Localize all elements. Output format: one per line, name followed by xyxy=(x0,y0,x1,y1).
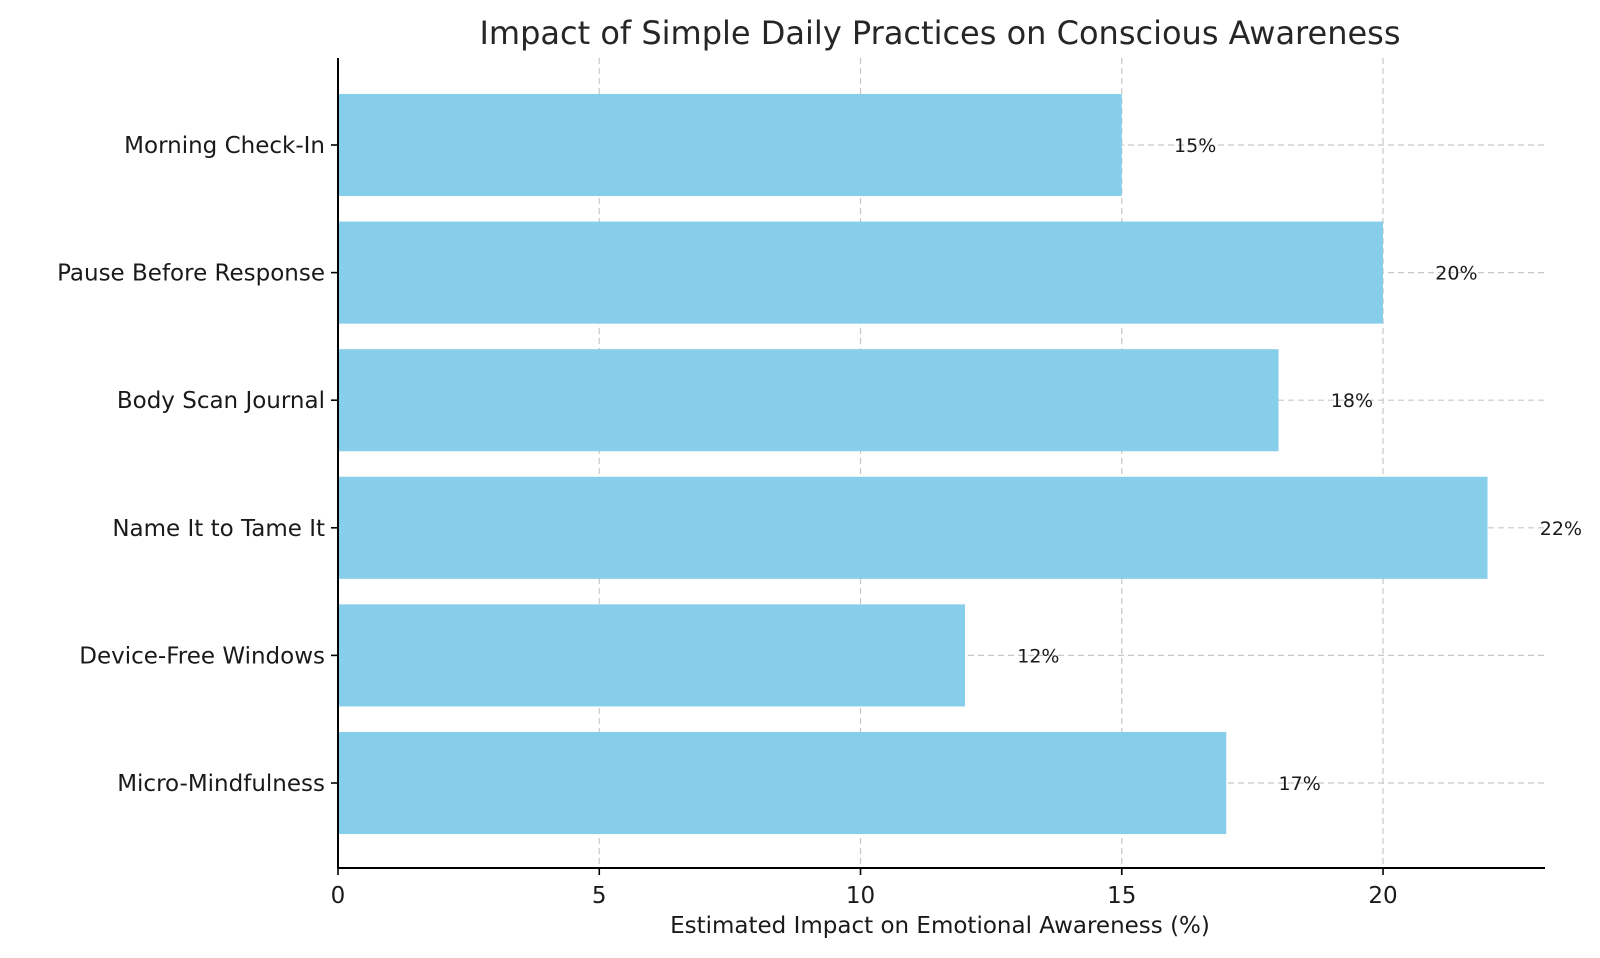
y-tick-label: Morning Check-In xyxy=(124,133,325,159)
bar xyxy=(338,731,1227,835)
chart-title: Impact of Simple Daily Practices on Cons… xyxy=(479,14,1400,52)
bar-value-label: 17% xyxy=(1279,773,1321,795)
bar-value-label: 15% xyxy=(1174,135,1216,157)
x-tick-label: 15 xyxy=(1107,883,1136,909)
y-tick-label: Body Scan Journal xyxy=(117,388,325,414)
ticks-layer: 0 5 10 15 20 Morning Check-In Pause Before Res… xyxy=(57,133,1398,909)
bar xyxy=(338,476,1488,579)
x-tick-label: 5 xyxy=(592,883,607,909)
x-tick-label: 10 xyxy=(846,883,875,909)
bar xyxy=(338,604,966,707)
bar-value-label: 20% xyxy=(1435,263,1477,285)
x-tick-label: 20 xyxy=(1368,883,1397,909)
y-tick-label: Pause Before Response xyxy=(57,261,325,287)
bar-value-label: 22% xyxy=(1540,518,1582,540)
y-tick-label: Name It to Tame It xyxy=(112,516,325,542)
x-axis-label: Estimated Impact on Emotional Awareness … xyxy=(670,913,1210,939)
x-tick-label: 0 xyxy=(331,883,346,909)
bars-layer xyxy=(338,93,1488,835)
labels-layer: 15% 20% 18% 22% 12% 17% xyxy=(1017,135,1582,795)
bar-value-label: 12% xyxy=(1017,645,1059,667)
bar xyxy=(338,93,1122,197)
y-tick-label: Micro-Mindfulness xyxy=(117,771,325,797)
bar-value-label: 18% xyxy=(1331,390,1373,412)
axes-layer xyxy=(337,58,1545,869)
y-tick-label: Device-Free Windows xyxy=(79,643,325,669)
bar xyxy=(338,349,1279,452)
bar xyxy=(338,221,1384,324)
